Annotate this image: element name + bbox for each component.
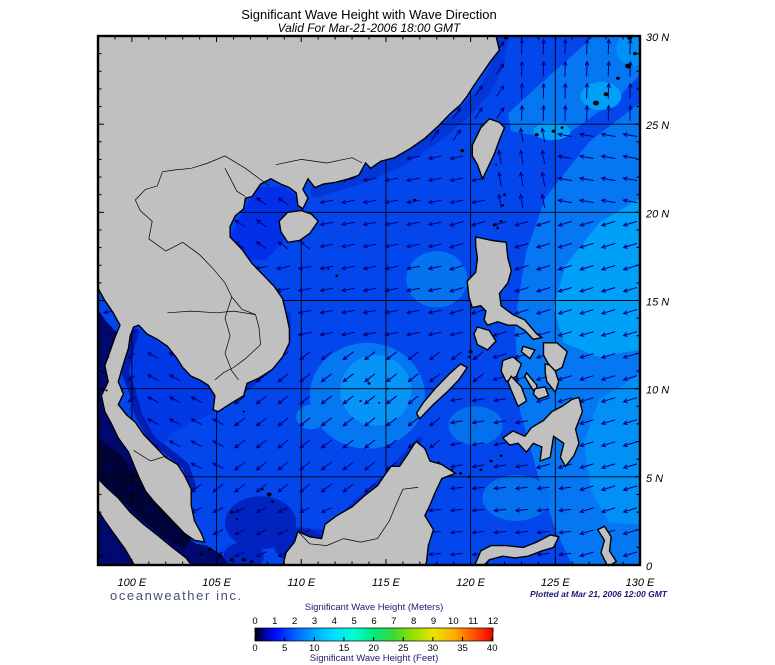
wave-region-sulu-sea-light (448, 406, 503, 446)
lon-axis-label: 105 E (202, 577, 231, 589)
wave-region-southeast-corner-cyan (584, 374, 640, 525)
wave-region-central-scs-core (340, 355, 412, 426)
lon-axis-label: 100 E (118, 577, 147, 589)
landmass-Samar (596, 525, 618, 565)
lat-axis-label: 0 (646, 561, 653, 573)
page-title: Significant Wave Height with Wave Direct… (241, 7, 497, 22)
wave-region-gulf-of-tonkin (230, 185, 300, 260)
legend-meters-value: 5 (352, 616, 357, 627)
legend-meters-value: 0 (252, 616, 257, 627)
country-borders (133, 155, 419, 546)
landmass-Cambodia (473, 326, 497, 351)
wave-region-china-coast-band (310, 36, 509, 198)
landmass-Sumatra (507, 375, 528, 408)
plotted-at-text: Plotted at Mar 21, 2006 12:00 GMT (530, 589, 668, 599)
legend-meters-value: 10 (448, 616, 459, 627)
wave-region-malacca-core (98, 438, 192, 550)
legend-feet-value: 5 (282, 643, 287, 654)
landmass-Panay (501, 396, 584, 468)
legend-meters-value: 6 (371, 616, 376, 627)
legend-meters-value: 11 (468, 616, 478, 627)
lat-axis-label: 10 N (646, 385, 669, 397)
lat-axis-label: 25 N (645, 120, 669, 132)
legend-meters-value: 1 (272, 616, 277, 627)
legend-feet-value: 30 (428, 643, 439, 654)
legend-meters-value: 3 (312, 616, 317, 627)
landmass-Taiwan (532, 386, 550, 401)
legend-meters-value: 4 (332, 616, 337, 627)
legend-feet-value: 10 (309, 643, 320, 654)
legend-meters-title: Significant Wave Height (Meters) (305, 602, 444, 613)
legend-feet-title: Significant Wave Height (Feet) (310, 653, 438, 664)
landmass-Malay Peninsula (500, 356, 523, 383)
legend-meters-value: 2 (292, 616, 297, 627)
legend-feet-value: 25 (398, 643, 409, 654)
lat-axis-label: 15 N (646, 297, 669, 309)
oceanweather-logo-text: oceanweather inc. (110, 588, 243, 603)
wave-region-celebes-sea-light (482, 475, 551, 521)
landmass-Thailand (466, 236, 544, 341)
landmass-Mindoro (520, 345, 537, 360)
landmass-Bohol (98, 477, 193, 565)
legend-meters-value: 12 (488, 616, 499, 627)
legend-meters-value: 9 (431, 616, 436, 627)
legend-meters-value: 7 (391, 616, 396, 627)
legend-feet-value: 15 (339, 643, 350, 654)
lon-axis-label: 120 E (456, 577, 485, 589)
landmass-Negros (415, 363, 469, 420)
wave-region-ryukyu-corner-spot (616, 36, 640, 66)
landmass-Leyte (474, 534, 560, 565)
legend-feet-value: 40 (487, 643, 498, 654)
wave-region-sunda-shelf-dark-1 (225, 496, 297, 550)
lat-axis-label: 20 N (645, 208, 669, 220)
legend-feet-value: 35 (457, 643, 468, 654)
wave-region-ryukyu-band (507, 36, 640, 140)
valid-time-subtitle: Valid For Mar-21-2006 18:00 GMT (278, 21, 462, 35)
lon-axis-label: 130 E (626, 577, 655, 589)
land-masses (98, 36, 618, 565)
landmass-Cebu (282, 440, 457, 565)
wave-region-philippine-sea-cyan-band (553, 198, 640, 357)
landmass-China (98, 36, 501, 544)
lat-axis-label: 5 N (646, 473, 663, 485)
landmass-Laos (471, 118, 506, 181)
legend-feet-value: 0 (252, 643, 257, 654)
legend-meters-value: 8 (411, 616, 416, 627)
lon-axis-label: 115 E (372, 577, 401, 589)
landmass-Vietnam (278, 209, 320, 244)
landmass-Luzon (542, 342, 569, 372)
lon-axis-label: 110 E (287, 577, 316, 589)
lat-axis-label: 30 N (646, 32, 669, 44)
legend-feet-value: 20 (368, 643, 379, 654)
lon-axis-label: 125 E (541, 577, 570, 589)
wave-direction-arrows (102, 38, 638, 558)
wave-region-ryukyu-cyan-2 (580, 81, 622, 111)
degree-ticks (98, 36, 640, 565)
wave-region-west-luzon-light (406, 251, 468, 308)
